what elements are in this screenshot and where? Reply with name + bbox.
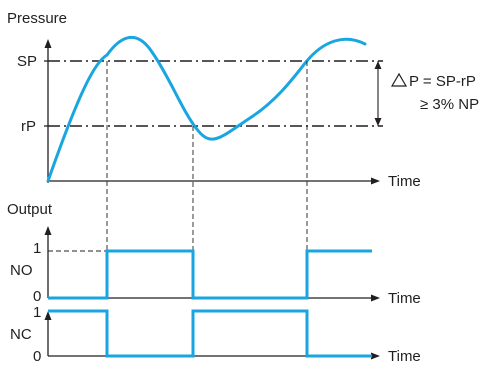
- no-x-axis-label: Time: [388, 290, 421, 307]
- nc-output-signal: [48, 309, 372, 358]
- output-axis-title: Output: [7, 201, 53, 218]
- pressure-y-axis-arrow-icon: [44, 39, 52, 48]
- no-x-axis-arrow-icon: [371, 294, 380, 302]
- delta-formula-label: P = SP-rP: [409, 73, 476, 90]
- nc-x-axis-arrow-icon: [371, 352, 380, 360]
- pressure-x-axis-arrow-icon: [371, 177, 380, 185]
- no-high-label: 1: [33, 240, 41, 257]
- nc-y-axis-arrow-icon: [44, 311, 52, 320]
- no-low-label: 0: [33, 288, 41, 305]
- pressure-x-axis-label: Time: [388, 173, 421, 190]
- pressure-plot: Pressure Time SP rP P = SP-rP ≥ 3% NP: [7, 10, 479, 190]
- no-output-signal: [48, 249, 372, 300]
- pressure-axis-title: Pressure: [7, 10, 67, 27]
- switching-guides: [106, 61, 308, 298]
- sp-label: SP: [17, 53, 37, 70]
- no-y-axis-arrow-icon: [44, 226, 52, 235]
- pressure-curve: [46, 36, 367, 183]
- nc-low-label: 0: [33, 348, 41, 365]
- delta-arrow-top-icon: [374, 61, 382, 69]
- delta-arrow-bottom-icon: [374, 118, 382, 126]
- delta-condition-label: ≥ 3% NP: [420, 96, 479, 113]
- nc-signal-label: NC: [10, 326, 32, 343]
- output-plot: Output Time 1 0 NO Time 1 0 NC: [7, 201, 421, 365]
- rp-label: rP: [21, 118, 36, 135]
- no-signal-label: NO: [10, 262, 33, 279]
- triangle-delta-icon: [390, 72, 408, 87]
- nc-x-axis-label: Time: [388, 348, 421, 365]
- nc-high-label: 1: [33, 304, 41, 321]
